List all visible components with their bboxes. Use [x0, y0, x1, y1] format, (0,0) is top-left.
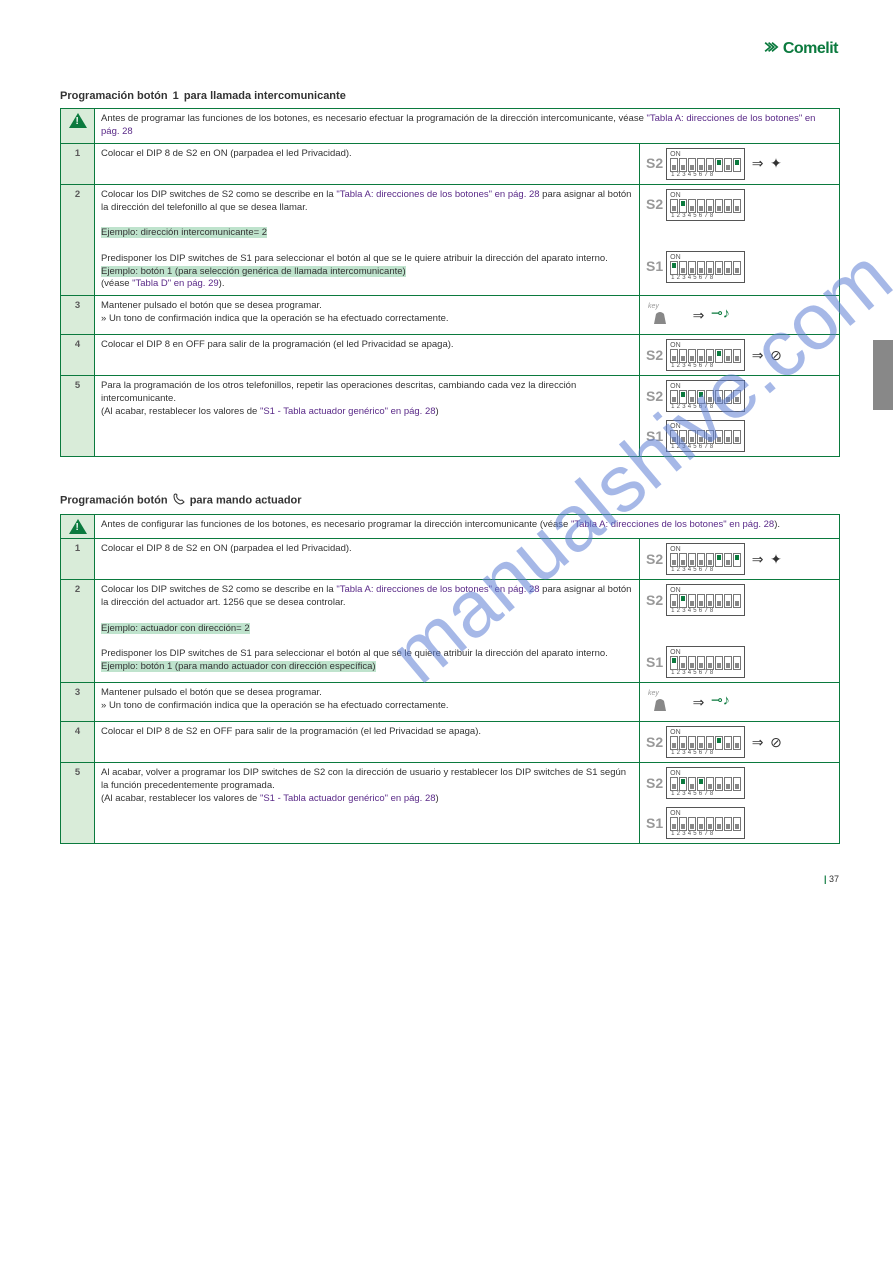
- phone-icon: [173, 493, 185, 508]
- step-number: 5: [61, 763, 95, 844]
- dip-diagram: ON12345678: [666, 158, 745, 169]
- arrow-icon: ⇒: [752, 550, 764, 569]
- arrow-icon: ⇒: [752, 346, 764, 365]
- step1-desc: Colocar el DIP 8 de S2 en ON (parpadea e…: [95, 539, 640, 580]
- procedure-table-2: Antes de configurar las funciones de los…: [60, 514, 840, 844]
- step-number: 2: [61, 580, 95, 683]
- privacy-blink-icon: ✦: [770, 154, 782, 173]
- step-number: 1: [61, 539, 95, 580]
- dip-diagram: ON12345678: [666, 199, 745, 210]
- dip-s2-label: S2: [646, 774, 663, 793]
- tone-icon: ⊸♪: [711, 305, 730, 321]
- brand-logo: Comelit: [763, 40, 838, 58]
- step1-desc: Colocar el DIP 8 de S2 en ON (parpadea e…: [95, 143, 640, 184]
- step3-desc: Mantener pulsado el botón que se desea p…: [95, 683, 640, 722]
- step5-desc: Al acabar, volver a programar los DIP sw…: [95, 763, 640, 844]
- step0-text: Antes de programar las funciones de los …: [101, 113, 647, 124]
- dip-diagram: ON12345678: [666, 737, 745, 748]
- section1-title: Programación botón 1 para llamada interc…: [60, 90, 843, 102]
- arrow-icon: ⇒: [752, 733, 764, 752]
- dip-s1-label: S1: [646, 653, 663, 672]
- page-link[interactable]: "Tabla A: direcciones de los botones" en…: [571, 519, 774, 530]
- privacy-off-icon: ⊘: [770, 346, 782, 365]
- step-number: 4: [61, 335, 95, 376]
- dip-s2-label: S2: [646, 346, 663, 365]
- step-number: 3: [61, 683, 95, 722]
- step0-text: Antes de configurar las funciones de los…: [101, 519, 571, 530]
- dip-s2-label: S2: [646, 591, 663, 610]
- warning-icon: [69, 113, 87, 128]
- page-link[interactable]: "Tabla D" en pág. 29: [132, 278, 219, 289]
- step-number: 3: [61, 296, 95, 335]
- step2-desc: Colocar los DIP switches de S2 como se d…: [95, 580, 640, 683]
- page-footer: | 37: [60, 844, 843, 884]
- dip-diagram: ON12345678: [666, 595, 745, 606]
- privacy-blink-icon: ✦: [770, 550, 782, 569]
- procedure-table-1: Antes de programar las funciones de los …: [60, 108, 840, 457]
- page-link[interactable]: "Tabla A: direcciones de los botones" en…: [336, 189, 539, 200]
- step4-desc: Colocar el DIP 8 en OFF para salir de la…: [95, 335, 640, 376]
- dip-diagram: ON12345678: [666, 778, 745, 789]
- step-number: 2: [61, 184, 95, 296]
- dip-s2-label: S2: [646, 154, 663, 173]
- tone-icon: ⊸♪: [711, 692, 730, 708]
- warning-icon: [69, 519, 87, 534]
- step5-desc: Para la programación de los otros telefo…: [95, 376, 640, 457]
- step4-desc: Colocar el DIP 8 de S2 en OFF para salir…: [95, 722, 640, 763]
- step2-desc: Colocar los DIP switches de S2 como se d…: [95, 184, 640, 296]
- dip-s1-label: S1: [646, 427, 663, 446]
- press-key-icon: key: [646, 687, 686, 717]
- dip-s2-label: S2: [646, 550, 663, 569]
- svg-text:key: key: [648, 303, 659, 310]
- svg-text:key: key: [648, 690, 659, 697]
- step-number: 4: [61, 722, 95, 763]
- dip-diagram: ON12345678: [666, 554, 745, 565]
- dip-s1-label: S1: [646, 814, 663, 833]
- step-number: 1: [61, 143, 95, 184]
- dip-diagram: ON12345678: [666, 350, 745, 361]
- dip-s1-label: S1: [646, 257, 663, 276]
- dip-s2-label: S2: [646, 195, 663, 214]
- step3-desc: Mantener pulsado el botón que se desea p…: [95, 296, 640, 335]
- page-link[interactable]: "Tabla A: direcciones de los botones" en…: [336, 584, 539, 595]
- page-link[interactable]: "S1 - Tabla actuador genérico" en pág. 2…: [260, 406, 436, 417]
- dip-diagram: ON12345678: [666, 391, 745, 402]
- dip-diagram: ON12345678: [666, 261, 745, 272]
- step-number: 5: [61, 376, 95, 457]
- arrow-icon: ⇒: [752, 154, 764, 173]
- page-link[interactable]: "S1 - Tabla actuador genérico" en pág. 2…: [260, 793, 436, 804]
- press-key-icon: key: [646, 300, 686, 330]
- dip-s2-label: S2: [646, 733, 663, 752]
- dip-diagram: ON12345678: [666, 657, 745, 668]
- section2-title: Programación botón para mando actuador: [60, 493, 843, 508]
- dip-diagram: ON12345678: [666, 431, 745, 442]
- dip-s2-label: S2: [646, 387, 663, 406]
- dip-diagram: ON12345678: [666, 818, 745, 829]
- privacy-off-icon: ⊘: [770, 733, 782, 752]
